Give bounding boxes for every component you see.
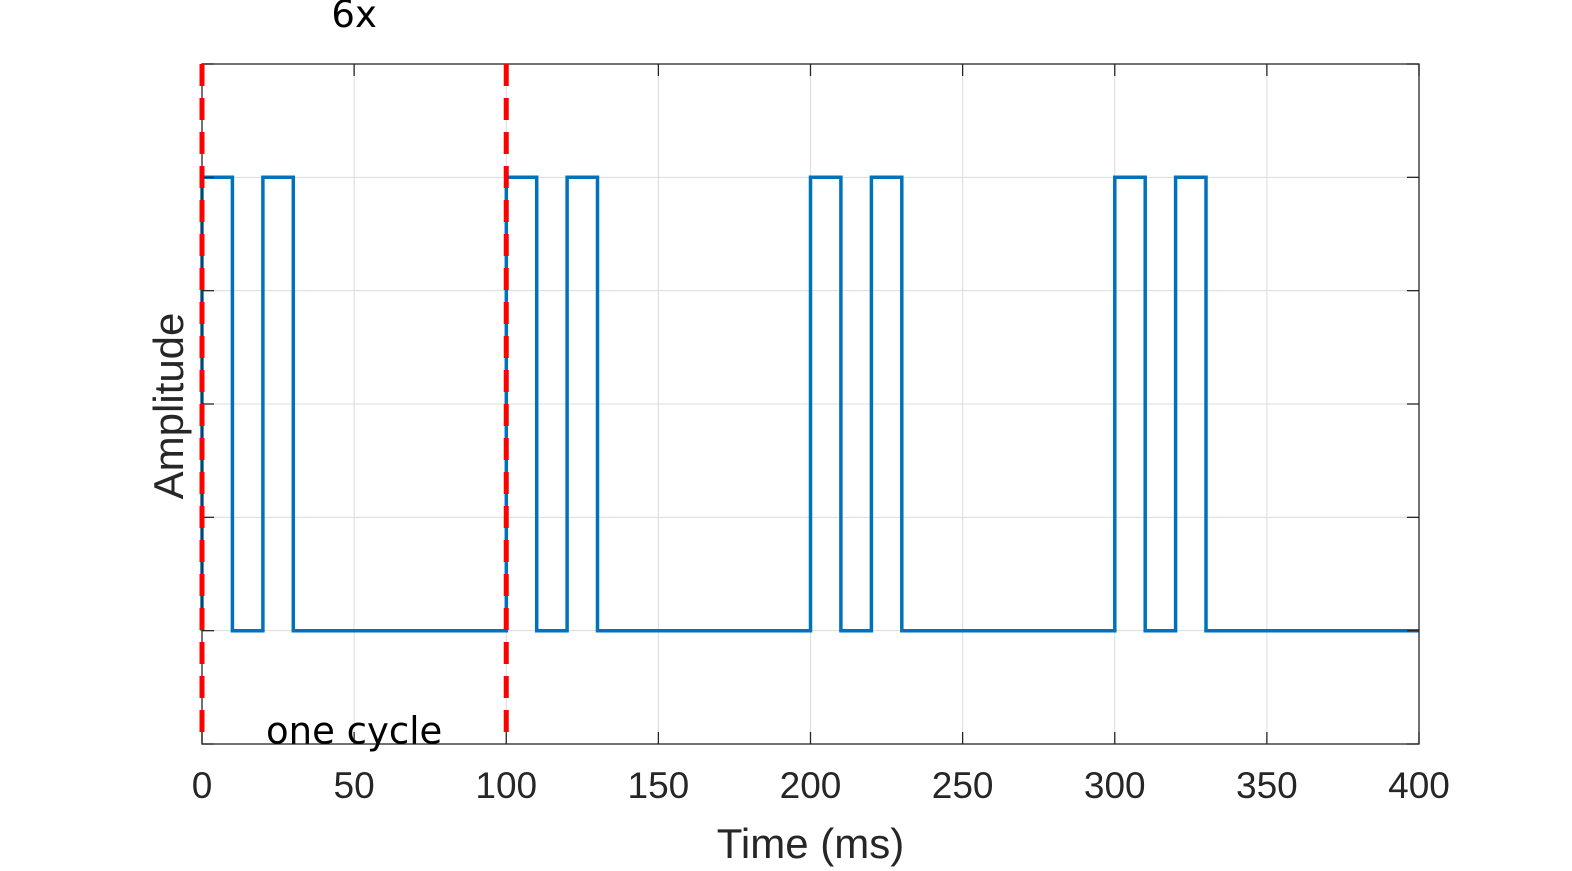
x-tick-label: 150 (628, 765, 690, 806)
axis-ticks: 0 50 100 150 200 250 300 350 400 (192, 63, 1450, 806)
repeat-count-annotation: 6x (331, 0, 376, 36)
x-tick-label: 300 (1084, 765, 1146, 806)
annotations: 6x one cycle (266, 0, 442, 752)
x-tick-label: 400 (1388, 765, 1450, 806)
cycle-markers (199, 64, 509, 744)
x-tick-label: 100 (475, 765, 537, 806)
pulse-series-line (200, 175, 1419, 633)
x-axis-label: Time (ms) (717, 820, 904, 867)
series-layer (200, 175, 1419, 633)
x-tick-label: 0 (192, 765, 213, 806)
one-cycle-annotation: one cycle (266, 709, 442, 752)
y-axis-label: Amplitude (145, 313, 192, 500)
x-tick-label: 250 (932, 765, 994, 806)
x-tick-label: 350 (1236, 765, 1298, 806)
x-tick-label: 50 (334, 765, 375, 806)
x-tick-label: 200 (780, 765, 842, 806)
